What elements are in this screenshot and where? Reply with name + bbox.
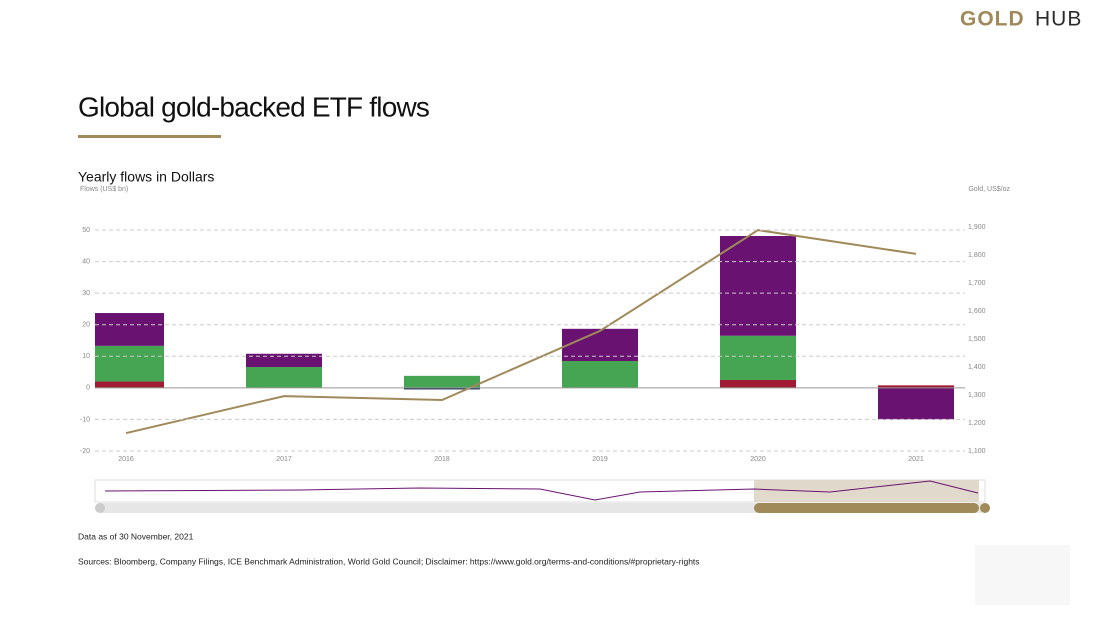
x-tick-label: 2019 bbox=[592, 456, 608, 463]
y2-axis-label: Gold, US$/oz bbox=[968, 186, 1010, 193]
bar-segment bbox=[878, 385, 954, 388]
x-tick-label: 2017 bbox=[276, 456, 292, 463]
y-tick-label: 40 bbox=[82, 258, 90, 265]
bar-segment bbox=[95, 313, 164, 346]
navigator bbox=[94, 479, 990, 513]
bar-segment bbox=[95, 381, 164, 388]
y2-tick-label: 1,400 bbox=[968, 364, 986, 371]
x-tick-label: 2021 bbox=[908, 456, 924, 463]
y-tick-label: 10 bbox=[82, 353, 90, 360]
bar-segment bbox=[720, 379, 796, 388]
x-tick-label: 2016 bbox=[118, 456, 134, 463]
y-tick-label: 50 bbox=[82, 227, 90, 234]
watermark bbox=[975, 545, 1070, 605]
y-tick-label: -20 bbox=[80, 448, 90, 455]
y-axis-label: Flows (US$ bn) bbox=[80, 186, 128, 193]
y2-tick-label: 1,300 bbox=[968, 392, 986, 399]
bar-segment bbox=[95, 345, 164, 382]
bar-segment bbox=[720, 335, 796, 380]
y-tick-label: -10 bbox=[80, 416, 90, 423]
bar-segment bbox=[246, 367, 322, 388]
y2-tick-label: 1,200 bbox=[968, 420, 986, 427]
y2-tick-label: 1,700 bbox=[968, 280, 986, 287]
y2-tick-label: 1,600 bbox=[968, 308, 986, 315]
bar-segment bbox=[404, 375, 480, 388]
y-tick-label: 0 bbox=[86, 385, 90, 392]
logo-hub: HUB bbox=[1035, 8, 1082, 31]
sources-note: Sources: Bloomberg, Company Filings, ICE… bbox=[78, 556, 700, 566]
x-tick-label: 2018 bbox=[434, 456, 450, 463]
y2-tick-label: 1,800 bbox=[968, 252, 986, 259]
bar-segment bbox=[878, 387, 954, 420]
data-date-note: Data as of 30 November, 2021 bbox=[78, 531, 194, 541]
bar-segment bbox=[246, 353, 322, 368]
y-tick-label: 30 bbox=[82, 290, 90, 297]
y2-tick-label: 1,900 bbox=[968, 224, 986, 231]
plot-area bbox=[95, 229, 954, 435]
chart-title: Yearly flows in Dollars bbox=[78, 169, 214, 185]
bar-segment bbox=[404, 387, 480, 390]
y-tick-label: 20 bbox=[82, 322, 90, 329]
logo-gold: GOLD bbox=[960, 8, 1025, 31]
title-underline bbox=[78, 135, 221, 138]
price-line bbox=[125, 229, 917, 435]
y2-tick-label: 1,100 bbox=[968, 448, 986, 455]
page-title: Global gold-backed ETF flows bbox=[78, 91, 429, 122]
y2-tick-label: 1,500 bbox=[968, 336, 986, 343]
bar-segment bbox=[562, 328, 638, 362]
x-tick-label: 2020 bbox=[750, 456, 766, 463]
bar-segment bbox=[720, 235, 796, 336]
bar-segment bbox=[562, 361, 638, 388]
